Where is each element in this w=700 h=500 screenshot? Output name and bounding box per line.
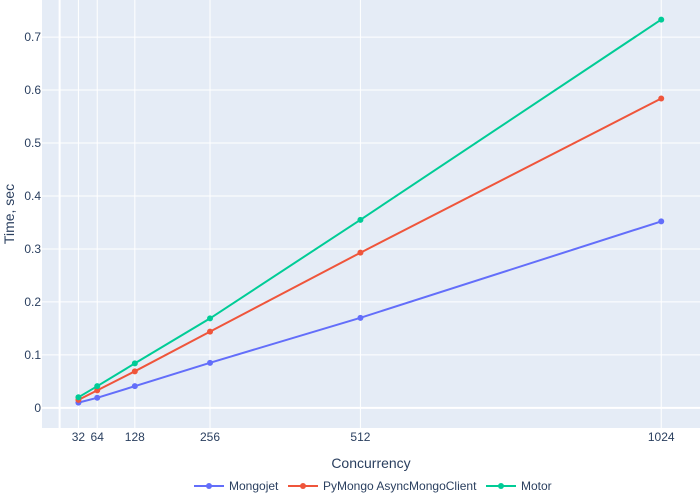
x-tick-label: 128 bbox=[125, 430, 145, 444]
y-tick-label: 0.6 bbox=[24, 83, 41, 97]
x-tick-label: 1024 bbox=[648, 430, 675, 444]
x-tick-label: 32 bbox=[72, 430, 86, 444]
data-point bbox=[207, 315, 214, 322]
x-tick-label: 256 bbox=[200, 430, 220, 444]
legend: Mongojet PyMongo AsyncMongoClient Motor bbox=[194, 479, 552, 493]
data-point bbox=[94, 387, 101, 394]
x-axis-title: Concurrency bbox=[331, 455, 410, 471]
series-line bbox=[77, 97, 662, 401]
legend-item: Motor bbox=[486, 479, 552, 493]
data-point bbox=[207, 328, 214, 335]
legend-label: Motor bbox=[521, 479, 552, 493]
series-line bbox=[78, 220, 662, 404]
data-point bbox=[357, 249, 364, 256]
y-tick-label: 0.4 bbox=[24, 189, 41, 203]
y-axis-title: Time, sec bbox=[1, 184, 17, 244]
data-point bbox=[131, 360, 138, 367]
data-point bbox=[658, 16, 665, 23]
legend-swatch-marker bbox=[498, 483, 504, 489]
x-tick-label: 64 bbox=[91, 430, 105, 444]
y-tick-label: 0.5 bbox=[24, 136, 41, 150]
x-tick-label: 512 bbox=[350, 430, 370, 444]
legend-item: PyMongo AsyncMongoClient bbox=[288, 479, 477, 493]
legend-swatch-marker bbox=[206, 483, 212, 489]
data-point bbox=[357, 216, 364, 223]
data-point bbox=[131, 383, 138, 390]
y-tick-label: 0.1 bbox=[24, 348, 41, 362]
data-point bbox=[658, 95, 665, 102]
y-gridlines bbox=[42, 36, 700, 409]
series-layer bbox=[75, 16, 665, 406]
legend-item: Mongojet bbox=[194, 479, 279, 493]
legend-label: PyMongo AsyncMongoClient bbox=[323, 479, 477, 493]
x-tick-labels: 32 64 128 256 512 1024 bbox=[72, 430, 675, 444]
y-tick-label: 0.7 bbox=[24, 30, 41, 44]
y-tick-label: 0.2 bbox=[24, 295, 41, 309]
series-pymongo-asyncmongoclient bbox=[75, 95, 665, 403]
y-tick-label: 0 bbox=[34, 401, 41, 415]
y-tick-label: 0.3 bbox=[24, 242, 41, 256]
legend-swatch-marker bbox=[300, 483, 306, 489]
y-tick-labels: 0 0.1 0.2 0.3 0.4 0.5 0.6 0.7 bbox=[24, 30, 41, 415]
data-point bbox=[357, 314, 364, 321]
data-point bbox=[75, 394, 82, 401]
data-point bbox=[658, 218, 665, 225]
data-point bbox=[94, 383, 101, 390]
data-point bbox=[207, 359, 214, 366]
plot-background bbox=[42, 0, 700, 428]
data-point bbox=[94, 394, 101, 401]
series-motor bbox=[75, 16, 665, 401]
legend-label: Mongojet bbox=[229, 479, 279, 493]
x-gridlines bbox=[58, 0, 662, 428]
series-line bbox=[77, 18, 662, 399]
data-point bbox=[131, 368, 138, 375]
